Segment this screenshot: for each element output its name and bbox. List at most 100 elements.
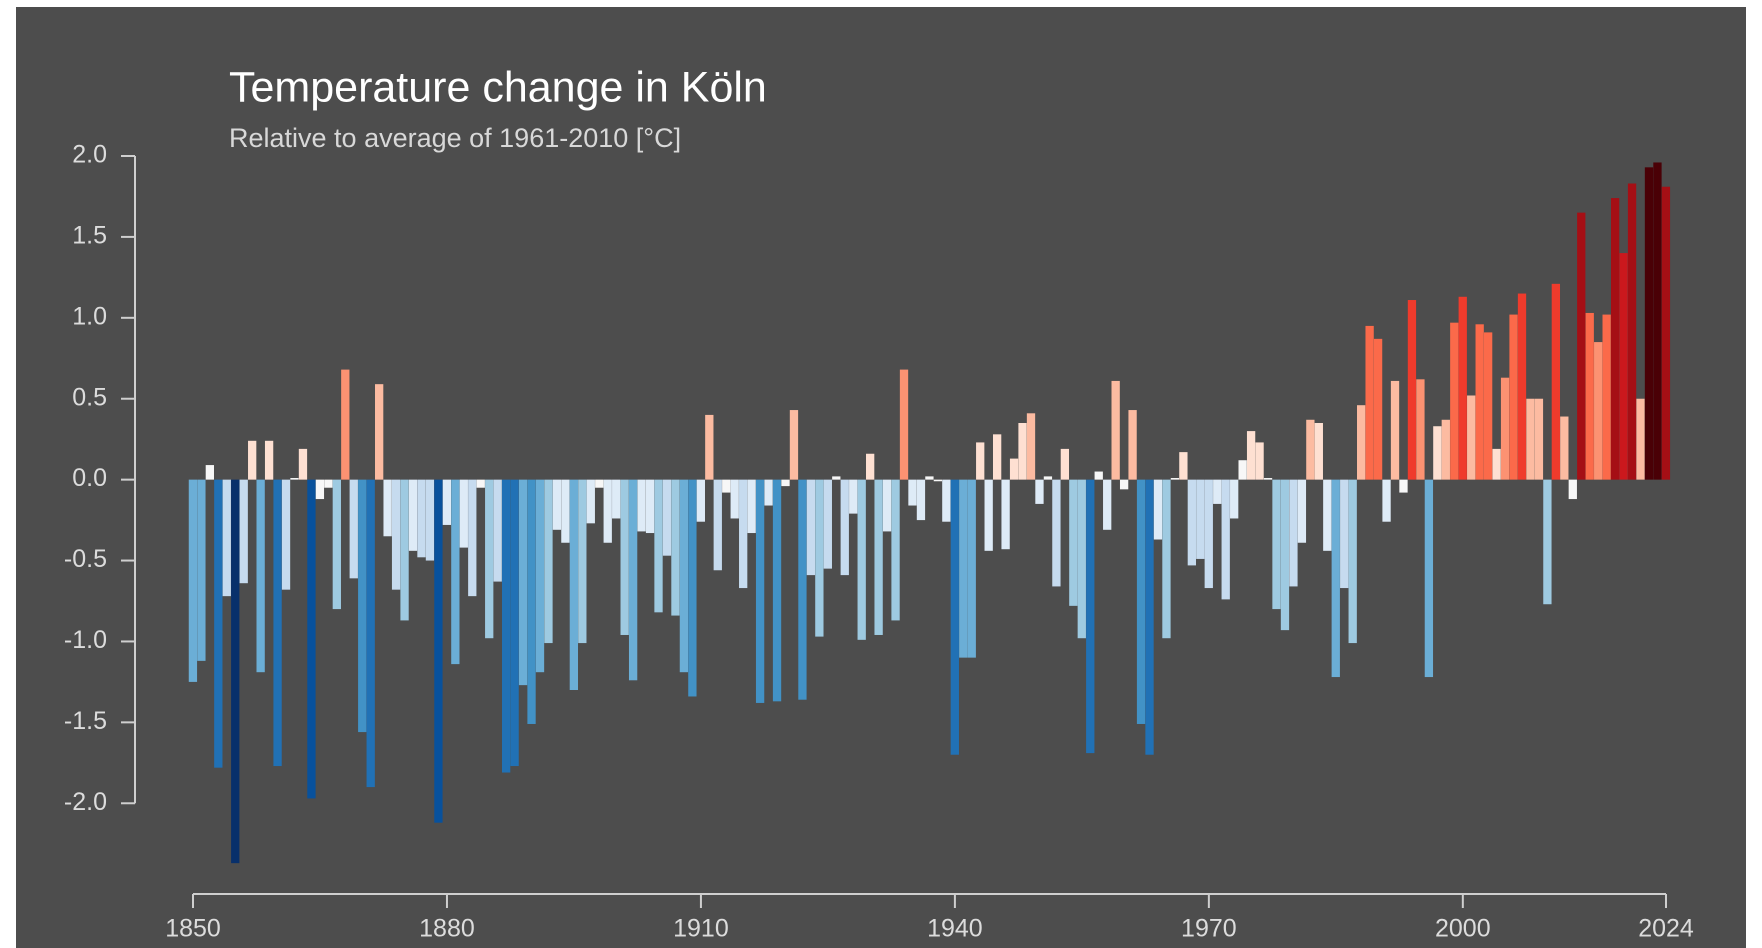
bar [933,479,943,482]
bar [1009,458,1019,480]
bar [1314,423,1323,480]
bar [188,479,198,682]
bar [1323,479,1332,551]
bar [349,479,358,579]
bar [1052,479,1061,587]
bar [908,479,917,506]
bar [586,479,595,524]
bar [1230,479,1239,519]
bar [781,479,790,487]
bar [1492,448,1501,480]
y-tick-label: 2.0 [72,141,107,169]
bar [307,479,316,799]
bar [1568,479,1577,500]
bar [891,479,900,621]
bar [239,479,248,584]
bar [798,479,807,700]
bar [1551,283,1561,480]
bar [383,479,392,537]
bar [874,479,883,635]
bar [1043,476,1053,480]
x-tick-label: 2024 [1638,915,1694,943]
bar [755,479,765,703]
bar [1272,479,1281,610]
bar [899,369,909,480]
bar [214,479,223,768]
bar [1026,413,1036,480]
bar [612,479,621,519]
bar [290,478,299,480]
x-tick-label: 1910 [673,915,729,943]
bar [222,479,231,597]
bar [1060,448,1070,480]
bar [417,479,426,558]
bar [1636,398,1645,480]
bar [1111,380,1120,480]
bar [1585,312,1594,480]
bar [645,479,655,534]
bar [1128,410,1137,480]
bar [1365,325,1374,480]
bar [341,369,350,480]
y-tick-label: 0.5 [72,383,107,411]
bar [1187,479,1196,566]
bar [527,479,536,724]
bar [1119,479,1129,490]
bar [603,479,612,543]
bar [1594,342,1603,480]
bar [451,479,460,665]
bar [1103,479,1112,530]
bar [315,479,325,500]
bar [1331,479,1340,678]
bar [1577,212,1586,480]
bar [408,479,418,551]
bar [366,479,375,788]
bar [1018,423,1027,480]
chart-title: Temperature change in Köln [229,63,767,111]
bar [1433,426,1442,480]
x-tick-label: 1940 [927,915,983,943]
bar [1340,479,1349,589]
bar [637,479,646,532]
bar [849,479,858,514]
bar [942,479,951,522]
bar [1416,379,1425,480]
bar [1373,338,1383,480]
bar [264,440,274,480]
bar [739,479,748,589]
bar [815,479,824,637]
bar [1001,479,1010,550]
bar [1627,183,1637,480]
bar [713,479,722,571]
bar [992,434,1002,480]
bar [1077,479,1086,639]
x-tick-label: 1850 [165,915,221,943]
bar [1407,300,1417,480]
bar [1543,479,1552,605]
bar [976,442,985,480]
y-tick-label: 1.5 [72,222,107,250]
bar [1246,431,1256,480]
y-tick-label: -1.0 [64,626,107,654]
bar [1153,479,1163,540]
bar [332,479,341,610]
bar [1204,479,1213,589]
bar [671,479,680,616]
bar [764,479,773,506]
bar [772,479,782,702]
bar [1390,380,1400,480]
bar [1475,324,1484,480]
bar [1306,419,1315,480]
y-tick-label: -1.5 [64,707,107,735]
bar [298,448,308,480]
y-tick-label: -2.0 [64,788,107,816]
bar [1500,377,1510,480]
bar [882,479,892,532]
bar [705,414,714,480]
bar [1069,479,1078,606]
bar [789,410,799,480]
y-tick-label: 0.0 [72,464,107,492]
bar [1441,419,1450,480]
bar [1289,479,1298,587]
